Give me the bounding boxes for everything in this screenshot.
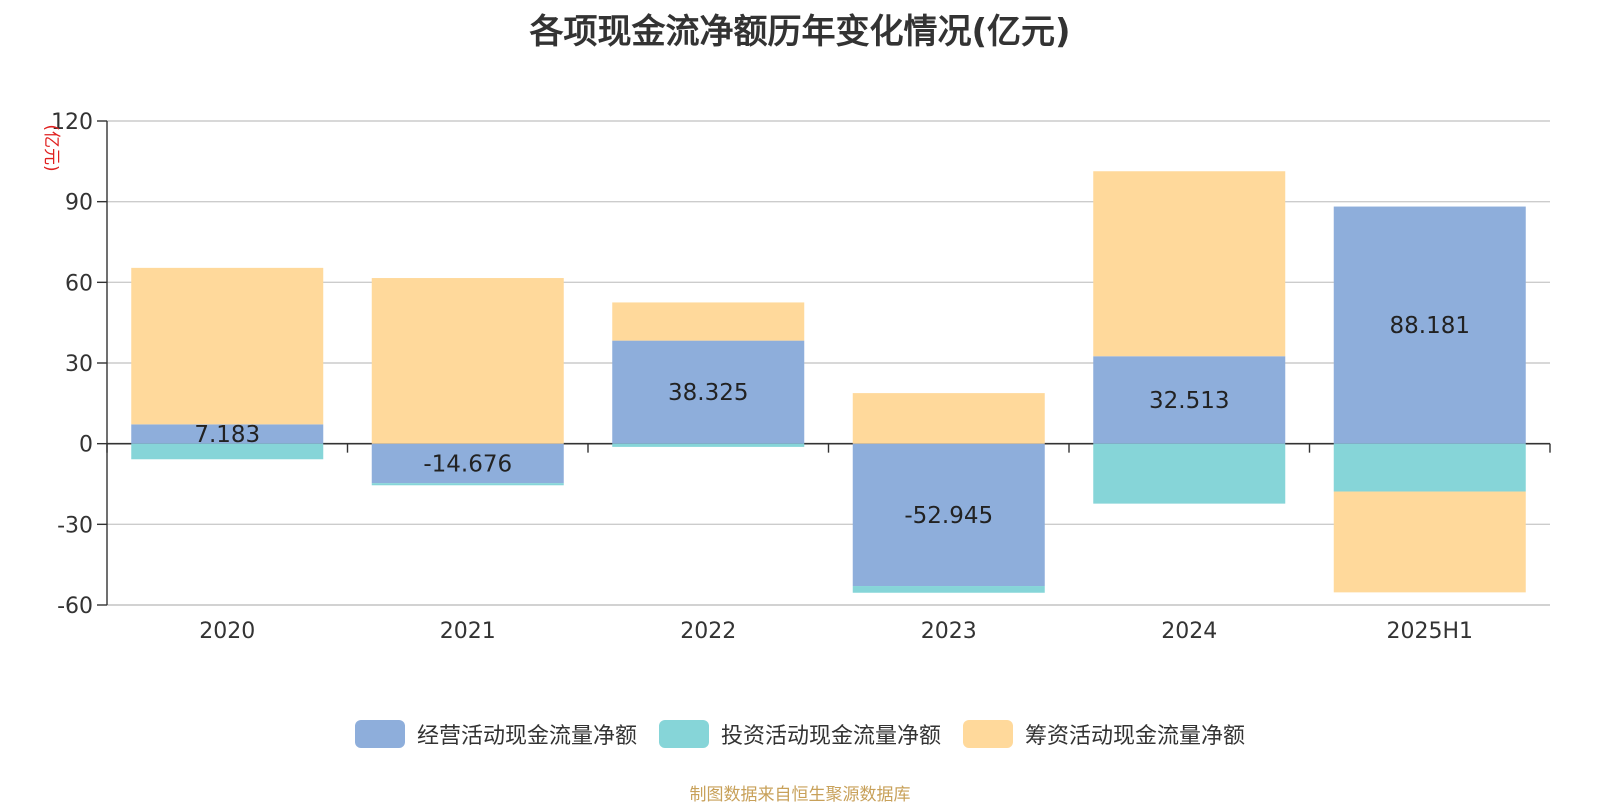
legend-item-investing[interactable]: 投资活动现金流量净额 xyxy=(658,718,941,750)
bar-segment-operating[interactable] xyxy=(1333,206,1526,444)
x-tick-label: 2022 xyxy=(680,619,736,644)
y-tick-label: 90 xyxy=(65,191,93,216)
bar-segment-financing[interactable] xyxy=(1093,171,1286,357)
legend-swatch-operating xyxy=(354,720,405,748)
bar-segment-operating[interactable] xyxy=(131,424,324,444)
legend: 经营活动现金流量净额 投资活动现金流量净额 筹资活动现金流量净额 xyxy=(0,718,1600,750)
bar-segment-operating[interactable] xyxy=(852,443,1045,587)
legend-label-financing: 筹资活动现金流量净额 xyxy=(1025,724,1246,749)
y-tick-label: 120 xyxy=(51,110,93,135)
bar-segment-investing[interactable] xyxy=(1333,443,1526,492)
x-tick-label: 2023 xyxy=(921,619,977,644)
bar-segment-investing[interactable] xyxy=(371,483,564,486)
data-label: 38.325 xyxy=(668,380,748,406)
bar-segment-financing[interactable] xyxy=(371,278,564,444)
y-tick-label: -60 xyxy=(57,594,93,619)
legend-label-investing: 投资活动现金流量净额 xyxy=(720,724,941,749)
legend-swatch-investing xyxy=(658,720,709,748)
bar-segment-investing[interactable] xyxy=(1093,443,1286,504)
chart-title: 各项现金流净额历年变化情况(亿元) xyxy=(529,12,1071,52)
data-label: -52.945 xyxy=(904,503,993,529)
bars xyxy=(131,171,1526,593)
data-label: 7.183 xyxy=(194,422,260,448)
bar-segment-operating[interactable] xyxy=(1093,356,1286,444)
bar-segment-operating[interactable] xyxy=(371,443,564,484)
x-tick-label: 2021 xyxy=(440,619,496,644)
source-note: 制图数据来自恒生聚源数据库 xyxy=(689,785,911,805)
bar-segment-investing[interactable] xyxy=(131,443,324,460)
y-axis-unit-label: (亿元) xyxy=(41,124,61,171)
bar-segment-investing[interactable] xyxy=(852,586,1045,593)
x-tick-label: 2020 xyxy=(199,619,255,644)
bar-segment-investing[interactable] xyxy=(612,443,805,447)
bar-segment-financing[interactable] xyxy=(852,393,1045,444)
grid-lines xyxy=(107,120,1550,606)
bar-segment-operating[interactable] xyxy=(612,340,805,444)
x-tick-label: 2024 xyxy=(1161,619,1217,644)
bar-segment-financing[interactable] xyxy=(612,302,805,341)
y-tick-label: 60 xyxy=(65,271,93,296)
axes: 120 90 60 30 0 -30 -60 2020 2021 2022 2023 2024 2025… xyxy=(51,110,1551,644)
data-label: -14.676 xyxy=(423,451,512,477)
x-tick-label: 2025H1 xyxy=(1386,619,1473,644)
bar-segment-financing[interactable] xyxy=(1333,491,1526,593)
data-label: 32.513 xyxy=(1149,388,1229,414)
legend-label-operating: 经营活动现金流量净额 xyxy=(416,724,637,749)
y-tick-label: 30 xyxy=(65,352,93,377)
legend-swatch-financing xyxy=(963,720,1013,748)
y-tick-label: 0 xyxy=(79,433,93,458)
stacked-bar-chart: 120 90 60 30 0 -30 -60 2020 2021 2022 2023 2024 2025… xyxy=(41,110,1551,644)
legend-item-financing[interactable]: 筹资活动现金流量净额 xyxy=(963,718,1245,750)
y-tick-label: -30 xyxy=(57,513,93,538)
bar-segment-financing[interactable] xyxy=(131,267,324,425)
data-labels: 7.183 -14.676 38.325 -52.945 32.513 88.181 xyxy=(194,313,1470,529)
legend-item-operating[interactable]: 经营活动现金流量净额 xyxy=(354,718,637,750)
data-label: 88.181 xyxy=(1390,313,1470,339)
